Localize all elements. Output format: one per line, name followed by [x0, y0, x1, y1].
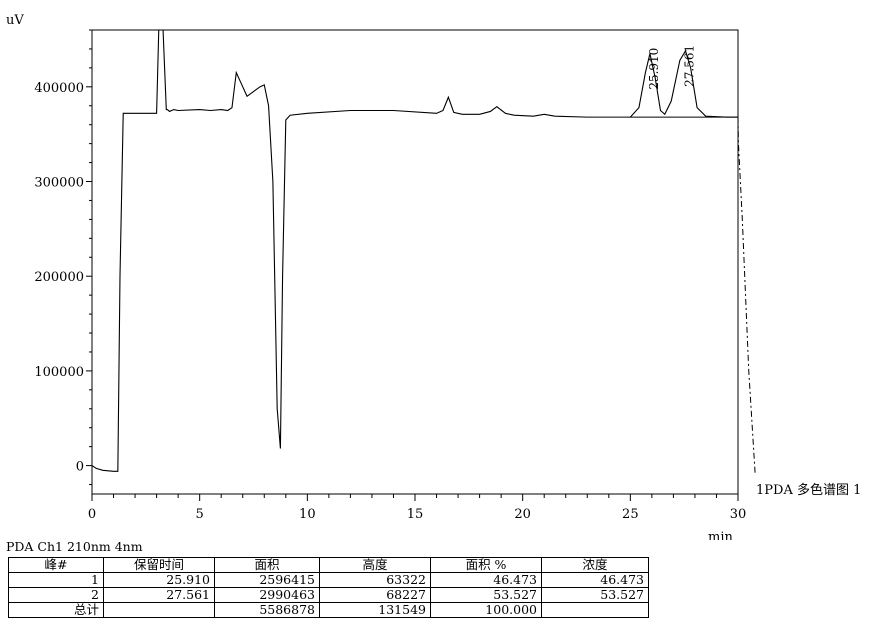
- cell: 总计: [8, 602, 104, 618]
- table-total-row: 总计 5586878 131549 100.000: [8, 602, 649, 618]
- peak-table: 峰# 保留时间 面积 高度 面积 % 浓度 1 25.910 2596415 6…: [8, 557, 649, 618]
- cell: [103, 602, 215, 618]
- x-tick-label: 0: [88, 507, 96, 522]
- peak-label: 25.910: [647, 48, 661, 90]
- x-tick-label: 5: [196, 507, 204, 522]
- header-retention-time: 保留时间: [103, 557, 215, 573]
- legend-label: 1PDA 多色谱图 1: [756, 482, 861, 498]
- x-tick-label: 20: [514, 507, 531, 522]
- cell: 131549: [319, 602, 431, 618]
- cell: 5586878: [214, 602, 320, 618]
- y-tick-label: 100000: [34, 365, 84, 380]
- cell: 53.527: [430, 587, 542, 603]
- plot-frame: [91, 29, 739, 495]
- cell: 25.910: [103, 572, 215, 588]
- cell: 68227: [319, 587, 431, 603]
- cell: 2596415: [214, 572, 320, 588]
- y-tick-label: 200000: [34, 270, 84, 285]
- table-row: 1 25.910 2596415 63322 46.473 46.473: [8, 572, 649, 588]
- header-height: 高度: [319, 557, 431, 573]
- cell: [541, 602, 649, 618]
- header-area: 面积: [214, 557, 320, 573]
- x-tick-label: 15: [407, 507, 424, 522]
- axes: 0 100000 200000 300000 400000 0 5 10 15 20 25 30 uV m…: [6, 13, 861, 540]
- cell: 100.000: [430, 602, 542, 618]
- chromatogram-chart: 0 100000 200000 300000 400000 0 5 10 15 20 25 30 uV m…: [6, 13, 861, 540]
- plot-area: 25.910 27.561: [92, 30, 756, 476]
- y-axis-label: uV: [6, 13, 24, 28]
- y-tick-label: 300000: [34, 176, 84, 191]
- cell: 46.473: [541, 572, 649, 588]
- series-line-tail: [737, 117, 756, 476]
- y-tick-label: 400000: [34, 81, 84, 96]
- header-area-percent: 面积 %: [430, 557, 542, 573]
- x-axis-label: min: [708, 530, 733, 540]
- y-tick-label: 0: [76, 460, 84, 475]
- header-concentration: 浓度: [541, 557, 649, 573]
- cell: 27.561: [103, 587, 215, 603]
- header-peak-number: 峰#: [8, 557, 104, 573]
- channel-note: PDA Ch1 210nm 4nm: [6, 539, 143, 554]
- peak-table-header-row: 峰# 保留时间 面积 高度 面积 % 浓度: [8, 557, 649, 573]
- cell: 63322: [319, 572, 431, 588]
- cell: 46.473: [430, 572, 542, 588]
- cell: 2: [8, 587, 104, 603]
- cell: 2990463: [214, 587, 320, 603]
- x-tick-label: 30: [730, 507, 747, 522]
- cell: 53.527: [541, 587, 649, 603]
- table-row: 2 27.561 2990463 68227 53.527 53.527: [8, 587, 649, 603]
- peak-label: 27.561: [682, 45, 696, 87]
- series-line: [92, 30, 738, 472]
- x-tick-label: 25: [622, 507, 639, 522]
- x-tick-label: 10: [299, 507, 316, 522]
- cell: 1: [8, 572, 104, 588]
